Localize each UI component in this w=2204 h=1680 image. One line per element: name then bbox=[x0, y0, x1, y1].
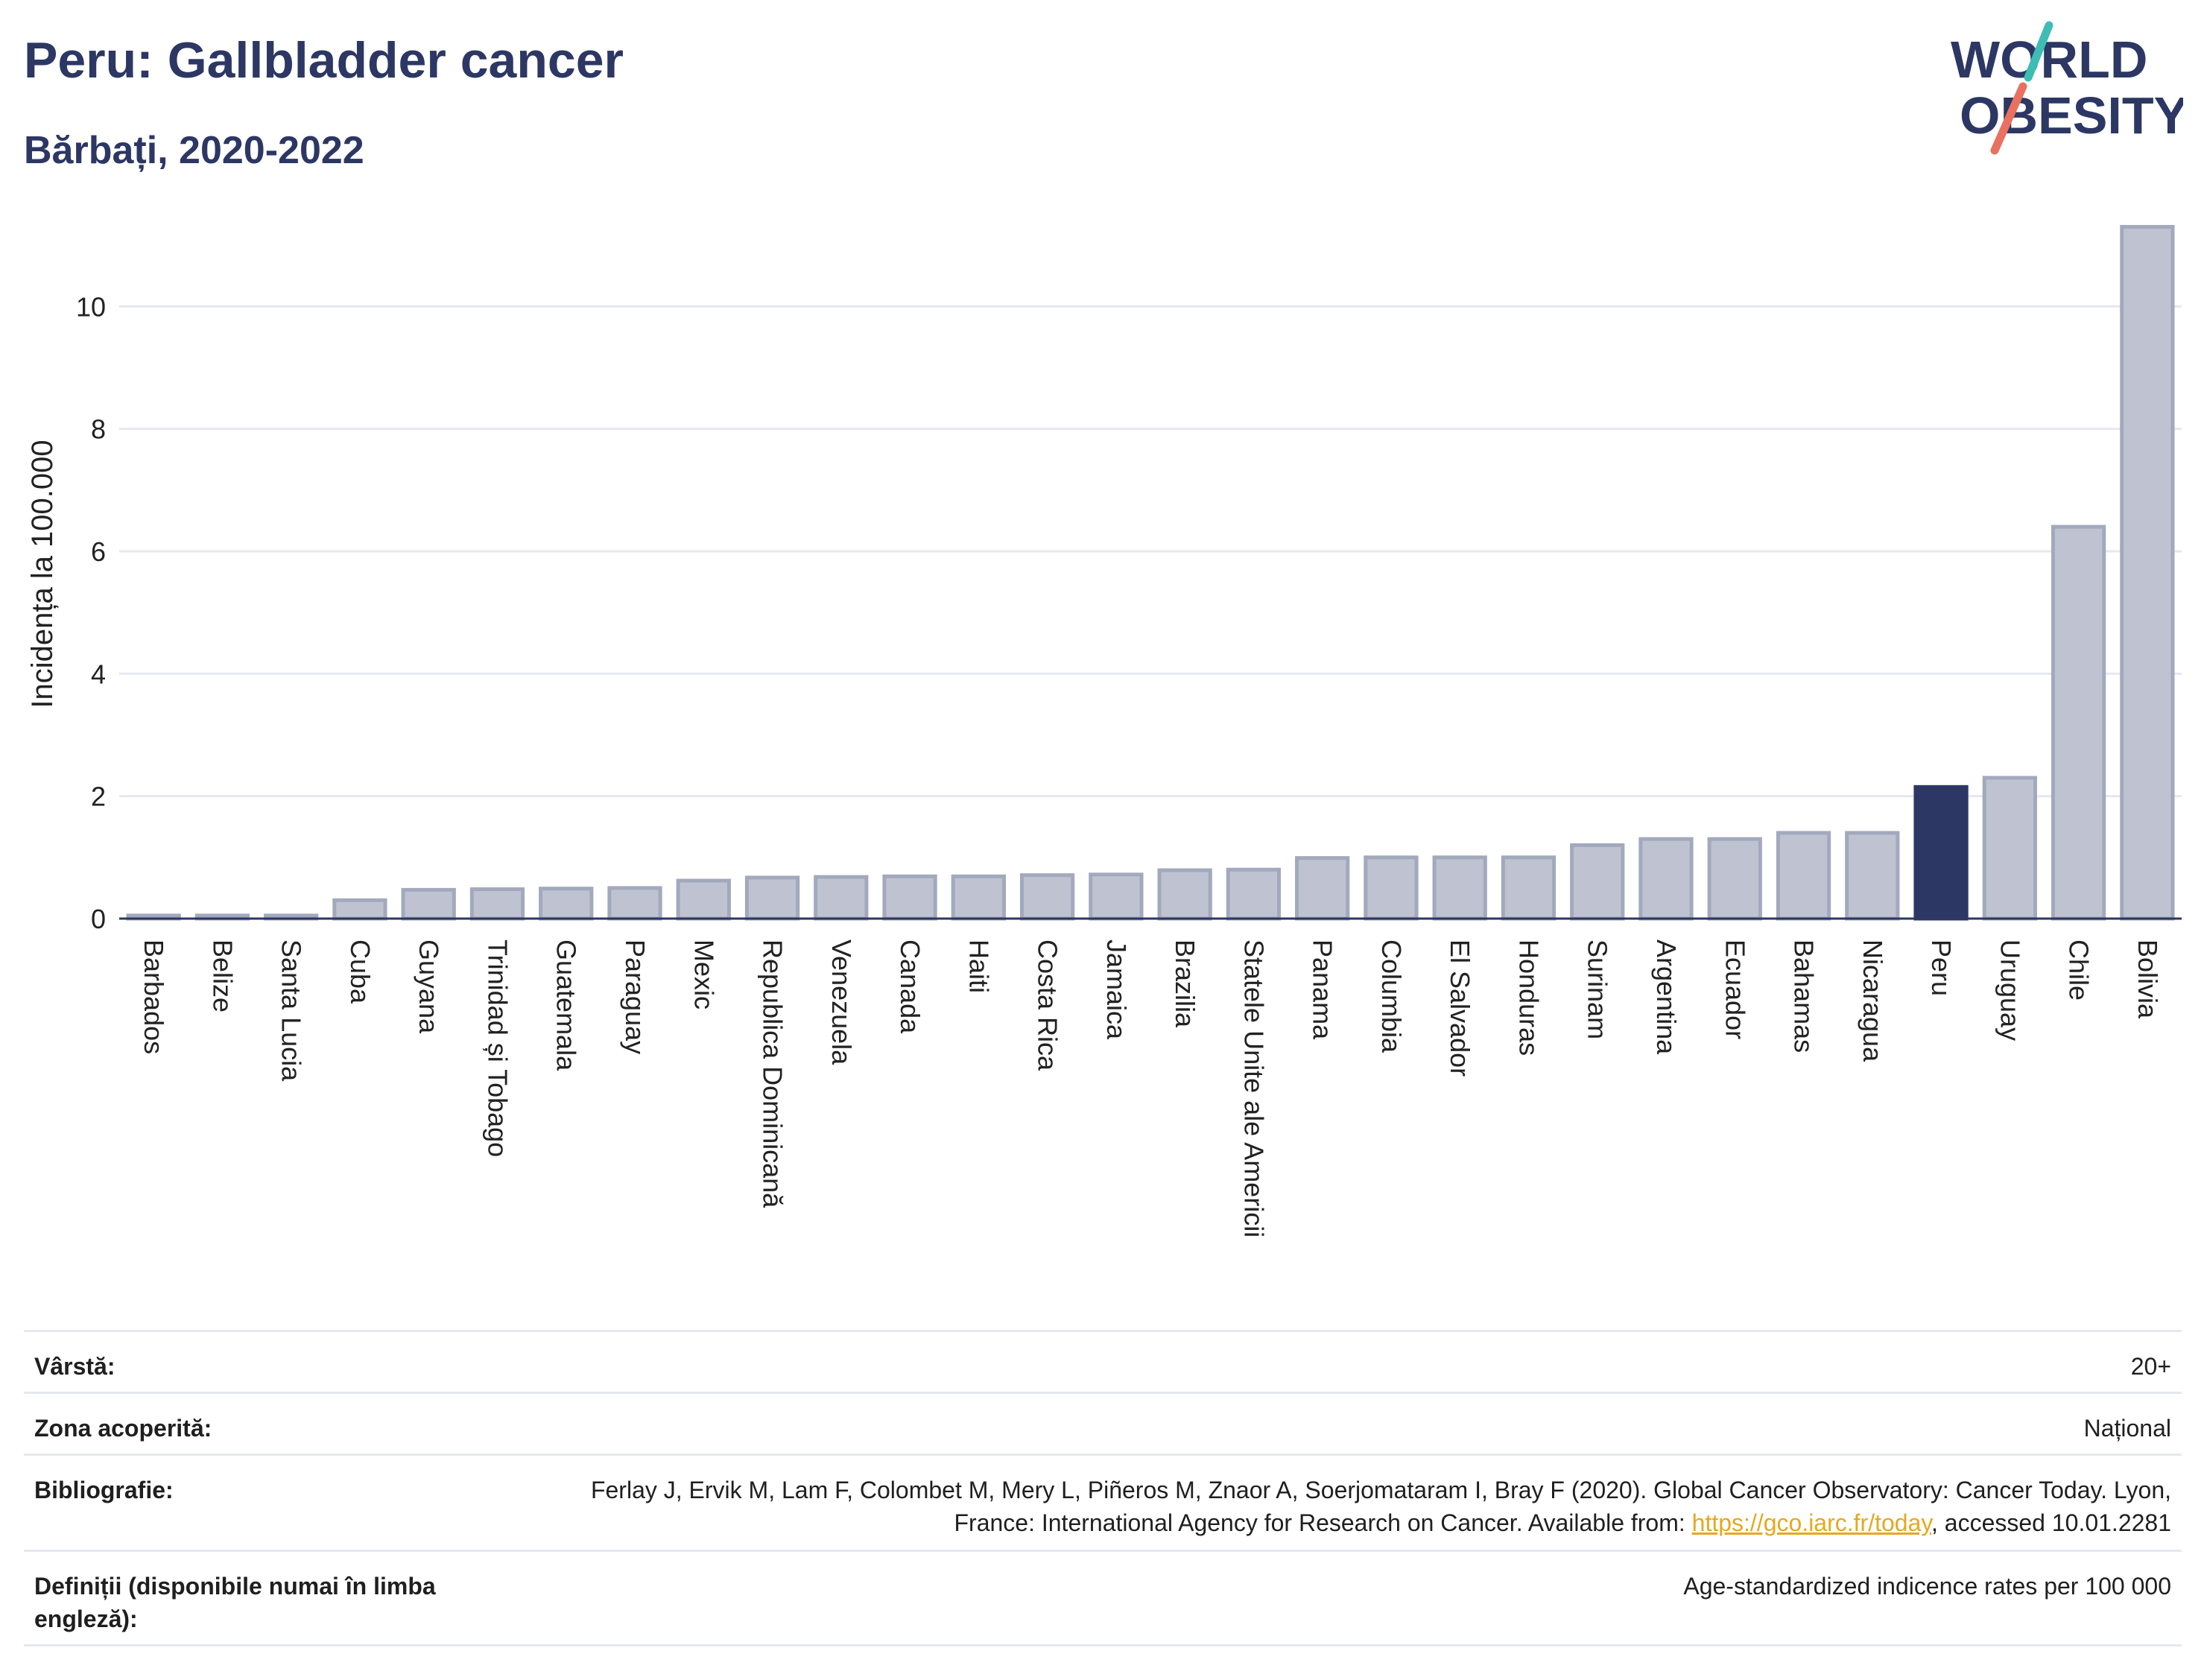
bar bbox=[1226, 867, 1282, 921]
y-tick-label: 6 bbox=[91, 536, 106, 567]
bar bbox=[1776, 831, 1831, 921]
logo-slash-coral bbox=[1990, 82, 2027, 155]
bar bbox=[814, 875, 869, 921]
coverage-label: Zona acoperită: bbox=[34, 1415, 212, 1442]
x-tick-label: Venezuela bbox=[826, 939, 857, 1065]
x-tick-label: Cuba bbox=[345, 939, 376, 1004]
bar bbox=[1432, 855, 1487, 921]
age-value: 20+ bbox=[2130, 1353, 2171, 1380]
bar bbox=[1501, 855, 1557, 921]
x-tick-label: El Salvador bbox=[1445, 939, 1475, 1077]
bibliography-accessed: , accessed 10.01.2281 bbox=[1931, 1509, 2171, 1536]
x-tick-label: Argentina bbox=[1651, 939, 1682, 1055]
metadata-table: Vârstă: 20+ Zona acoperită: Național Bib… bbox=[24, 1330, 2182, 1646]
definitions-value: Age-standardized indicence rates per 100… bbox=[1683, 1573, 2171, 1600]
x-tick-label: Paraguay bbox=[620, 939, 650, 1054]
bar-chart: 0 2 4 6 8 10 Incidența la 100.000 Barbados Beliz… bbox=[26, 224, 2182, 1237]
bibliography-text: Ferlay J, Ervik M, Lam F, Colombet M, Me… bbox=[590, 1477, 2171, 1536]
coverage-value: Național bbox=[2083, 1415, 2171, 1442]
x-tick-label: Panama bbox=[1308, 939, 1338, 1040]
bar bbox=[2120, 224, 2175, 921]
meta-row-definitions: Definiții (disponibile numai în limba en… bbox=[24, 1550, 2182, 1646]
bar bbox=[1157, 868, 1212, 921]
y-tick-label: 4 bbox=[91, 659, 106, 689]
y-tick-label: 2 bbox=[91, 782, 106, 812]
bar bbox=[1845, 831, 1900, 921]
bar bbox=[676, 878, 731, 921]
bibliography-link[interactable]: https://gco.iarc.fr/today bbox=[1691, 1509, 1931, 1536]
x-tick-label: Costa Rica bbox=[1033, 939, 1063, 1071]
x-tick-label: Uruguay bbox=[1995, 939, 2025, 1041]
page-title: Peru: Gallbladder cancer bbox=[24, 32, 624, 89]
x-tick-label: Ecuador bbox=[1720, 939, 1750, 1039]
bar bbox=[951, 874, 1006, 921]
meta-row-bibliography: Bibliografie: Ferlay J, Ervik M, Lam F, … bbox=[24, 1454, 2182, 1550]
x-tick-label: Republica Dominicană bbox=[758, 939, 788, 1208]
logo-slash-teal bbox=[2024, 21, 2053, 82]
bar bbox=[539, 887, 594, 921]
x-tick-label: Columbia bbox=[1376, 939, 1407, 1053]
x-tick-label: Chile bbox=[2064, 939, 2094, 1001]
bar bbox=[607, 886, 662, 921]
bar bbox=[1089, 872, 1144, 921]
y-tick-label: 0 bbox=[91, 904, 106, 934]
x-tick-label: Belize bbox=[207, 939, 238, 1012]
x-tick-label: Peru bbox=[1926, 939, 1957, 996]
x-tick-label: Brazilia bbox=[1170, 939, 1200, 1028]
x-tick-label: Bahamas bbox=[1789, 939, 1820, 1053]
x-tick-label: Statele Unite ale Americii bbox=[1238, 939, 1269, 1237]
y-tick-label: 10 bbox=[76, 291, 106, 322]
bar bbox=[1638, 837, 1694, 921]
x-tick-label: Haiti bbox=[963, 939, 994, 993]
bar bbox=[469, 887, 525, 921]
meta-row-age: Vârstă: 20+ bbox=[24, 1330, 2182, 1392]
logo-text-world: WORLD bbox=[1951, 31, 2147, 89]
bar bbox=[1982, 776, 2037, 921]
x-tick-label: Mexic bbox=[688, 939, 719, 1009]
bar bbox=[1570, 843, 1625, 921]
bar bbox=[401, 887, 456, 921]
bar bbox=[744, 875, 800, 921]
x-tick-label: Bolivia bbox=[2132, 939, 2163, 1019]
x-tick-label: Honduras bbox=[1513, 939, 1544, 1056]
x-tick-label: Trinidad și Tobago bbox=[482, 939, 513, 1157]
definitions-label: Definiții (disponibile numai în limba en… bbox=[34, 1573, 436, 1632]
bar bbox=[2051, 524, 2106, 921]
y-axis-title: Incidența la 100.000 bbox=[26, 440, 59, 708]
bar bbox=[332, 898, 387, 921]
y-tick-label: 8 bbox=[91, 414, 106, 445]
logo-text-obesity: OBESITY bbox=[1960, 86, 2183, 145]
bar bbox=[1019, 873, 1075, 921]
bar bbox=[1707, 837, 1762, 921]
bibliography-label: Bibliografie: bbox=[34, 1477, 174, 1503]
x-tick-label: Surinam bbox=[1583, 939, 1613, 1039]
x-tick-label: Nicaragua bbox=[1858, 939, 1888, 1062]
x-tick-label: Jamaica bbox=[1101, 939, 1132, 1040]
bar bbox=[1295, 856, 1350, 921]
x-tick-label: Guyana bbox=[414, 939, 444, 1034]
x-tick-label: Guatemala bbox=[551, 939, 582, 1071]
meta-row-coverage: Zona acoperită: Național bbox=[24, 1392, 2182, 1454]
age-label: Vârstă: bbox=[34, 1353, 115, 1380]
world-obesity-logo[interactable]: WORLD OBESITY bbox=[1937, 18, 2183, 159]
x-tick-label: Barbados bbox=[139, 939, 169, 1054]
page-subtitle: Bărbați, 2020-2022 bbox=[24, 129, 364, 172]
bar bbox=[1913, 784, 1969, 921]
x-tick-label: Santa Lucia bbox=[276, 939, 307, 1082]
bibliography-value: Ferlay J, Ervik M, Lam F, Colombet M, Me… bbox=[569, 1474, 2171, 1539]
bar bbox=[882, 874, 937, 921]
bar bbox=[1364, 855, 1419, 921]
x-tick-label: Canada bbox=[895, 939, 925, 1034]
